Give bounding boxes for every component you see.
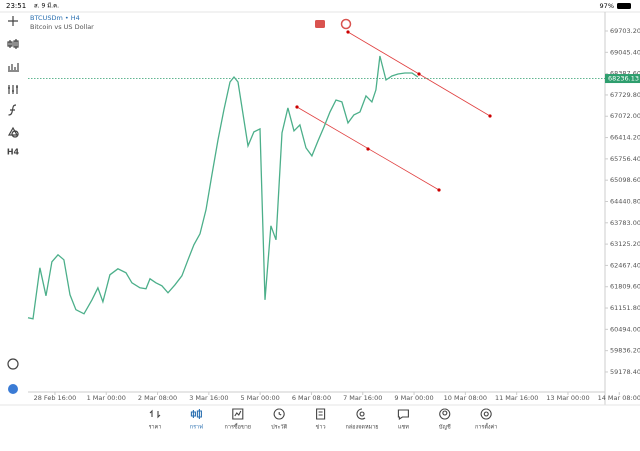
x-tick-label: 2 Mar 08:00 [138, 394, 177, 402]
y-tick-label: 64440.80 [610, 197, 640, 205]
alert-icon[interactable] [340, 18, 352, 30]
tab-icon [149, 409, 161, 419]
trend-handle [488, 114, 492, 118]
tab-label: แชท [398, 424, 409, 431]
current-price-label: 68236.13 [608, 75, 639, 83]
timeframe[interactable]: H4 [7, 148, 20, 157]
battery-text: 97% [600, 2, 614, 10]
trend-handle [366, 147, 370, 151]
tab-icon [356, 408, 366, 420]
tab-item[interactable]: กราฟ [190, 409, 203, 431]
tab-label: กราฟ [190, 424, 203, 431]
x-tick-label: 6 Mar 08:00 [292, 394, 331, 402]
tab-item[interactable]: บัญชี [439, 408, 451, 431]
status-date: ส. 9 มี.ค. [34, 2, 59, 10]
x-tick-label: 3 Mar 16:00 [189, 394, 228, 402]
y-tick-label: 65098.60 [610, 176, 640, 184]
tab-icon [232, 408, 244, 420]
y-tick-label: 68387.60 [610, 70, 640, 78]
app-icon[interactable] [8, 384, 18, 394]
trend-handle [346, 30, 350, 34]
chart-type-tool[interactable] [7, 39, 19, 49]
symbol: BTCUSDm • H4 [30, 14, 80, 22]
battery-icon [617, 3, 631, 9]
x-tick-label: 10 Mar 08:00 [444, 394, 487, 402]
trend-handle [417, 72, 421, 76]
tab-label: ประวัติ [271, 424, 287, 431]
tab-label: ข่าว [316, 425, 326, 431]
current-price-tag [605, 74, 640, 84]
tab-icon [316, 408, 326, 420]
y-tick-label: 61809.60 [610, 283, 640, 291]
settings-tool[interactable] [8, 85, 18, 94]
tab-item[interactable]: ราคา [149, 409, 162, 431]
tab-label: บัญชี [439, 424, 451, 431]
price-line [27, 55, 419, 320]
crosshair-tool[interactable] [8, 16, 18, 26]
y-tick-label: 59836.20 [610, 347, 640, 355]
y-tick-label: 63783.00 [610, 219, 640, 227]
trend-handle [437, 188, 441, 192]
x-tick-label: 7 Mar 16:00 [343, 394, 382, 402]
y-tick-label: 63125.20 [610, 240, 640, 248]
tab-item[interactable]: กล่องจดหมาย [345, 408, 379, 431]
objects-tool[interactable] [7, 126, 19, 138]
tab-icon [480, 408, 492, 420]
x-tick-label: 14 Mar 08:00 [598, 394, 640, 402]
tab-item[interactable]: แชท [397, 409, 409, 431]
x-tick-label: 11 Mar 16:00 [495, 394, 538, 402]
y-tick-label: 69045.40 [610, 48, 640, 56]
search-tool[interactable] [7, 358, 19, 370]
x-tick-label: 1 Mar 00:00 [87, 394, 126, 402]
y-tick-label: 61151.80 [610, 304, 640, 312]
y-tick-label: 67072.00 [610, 112, 640, 120]
tab-icon [397, 409, 409, 421]
tab-label: กล่องจดหมาย [345, 425, 378, 431]
y-tick-label: 67729.80 [610, 91, 640, 99]
y-tick-label: 65756.40 [610, 155, 640, 163]
tab-label: การตั้งค่า [475, 423, 497, 431]
tab-item[interactable]: ข่าว [316, 408, 326, 431]
left-toolbar [7, 16, 19, 370]
tab-item[interactable]: ประวัติ [271, 408, 288, 431]
tab-label: ราคา [149, 425, 162, 431]
y-tick-label: 60494.00 [610, 325, 640, 333]
x-tick-label: 28 Feb 16:00 [34, 394, 77, 402]
y-tick-label: 66414.20 [610, 134, 640, 142]
x-tick-label: 9 Mar 00:00 [394, 394, 433, 402]
tab-label: การซื้อขาย [225, 423, 251, 431]
tab-item[interactable]: การตั้งค่า [475, 408, 497, 431]
y-tick-label: 62467.40 [610, 261, 640, 269]
description: Bitcoin vs US Dollar [30, 23, 94, 31]
tab-icon [190, 409, 202, 419]
one-click-icon[interactable] [315, 20, 325, 28]
tab-item[interactable]: การซื้อขาย [225, 408, 251, 431]
trend-handle [295, 105, 299, 109]
x-tick-label: 5 Mar 00:00 [241, 394, 280, 402]
y-tick-label: 59178.40 [610, 368, 640, 376]
y-tick-label: 69703.20 [610, 27, 640, 35]
status-time: 23:51 [6, 2, 26, 10]
tab-icon [439, 408, 451, 420]
indicator-tool[interactable] [8, 63, 19, 72]
x-tick-label: 13 Mar 00:00 [546, 394, 589, 402]
tab-icon [273, 408, 285, 420]
function-tool[interactable] [8, 104, 17, 116]
